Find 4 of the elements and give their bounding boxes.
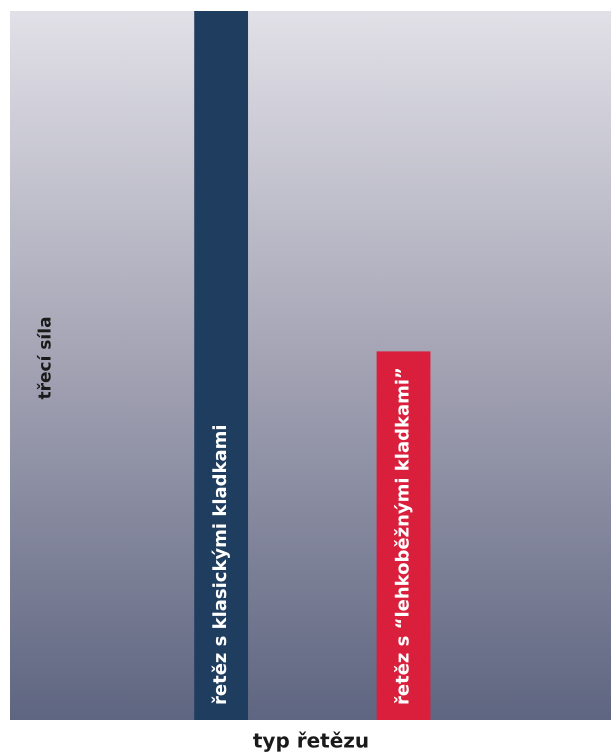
x-axis-title: typ řetězu <box>252 728 370 752</box>
y-axis-title: třecí síla <box>36 316 56 400</box>
x-tick-label: řetěz s klasickými kladkami <box>210 424 232 705</box>
x-tick-label: řetěz s “lehkoběžnými kladkami” <box>392 367 414 705</box>
